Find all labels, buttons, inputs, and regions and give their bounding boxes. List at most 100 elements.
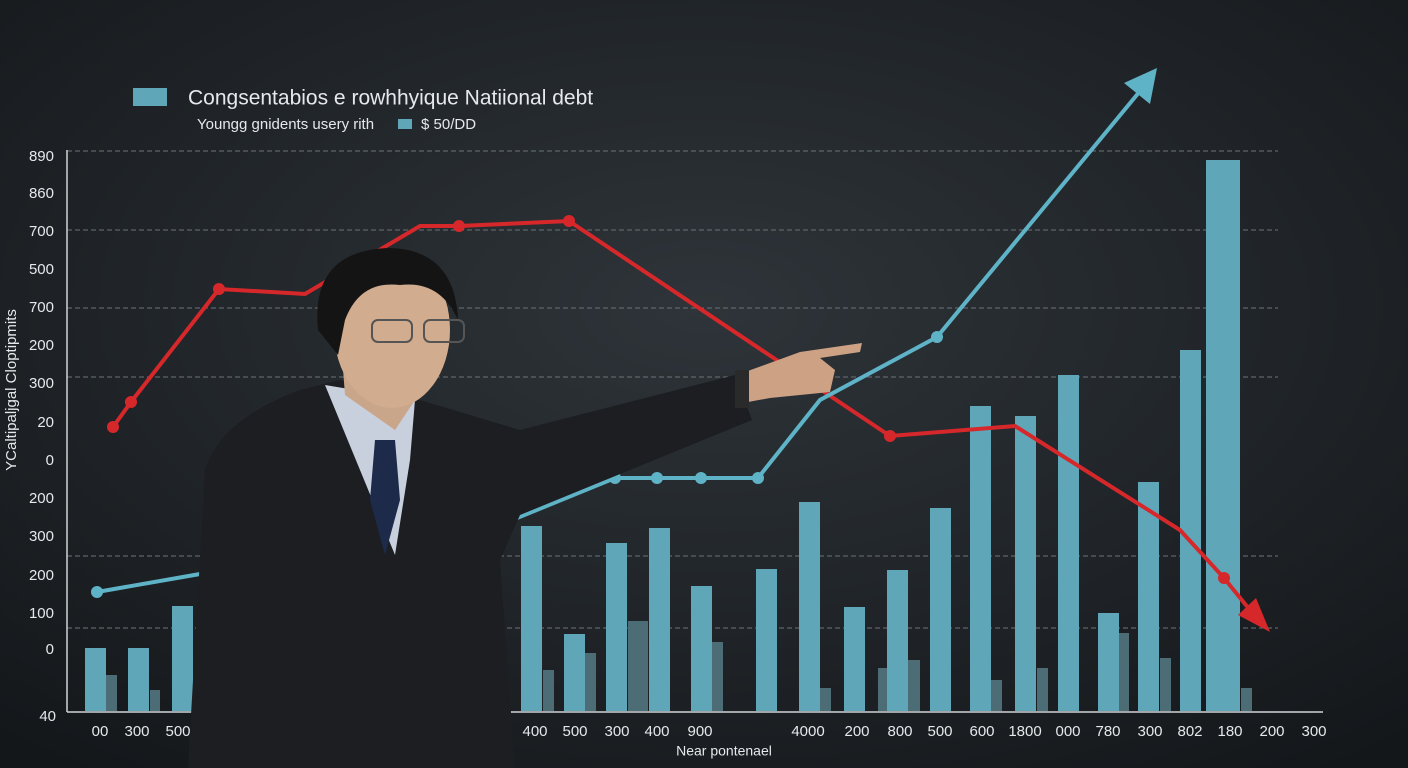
x-tick-label: 4000 — [791, 723, 824, 740]
y-tick-label: 200 — [29, 567, 54, 584]
x-tick-label: 1800 — [1008, 723, 1041, 740]
bar-shadow — [628, 621, 648, 711]
x-tick-label: 600 — [969, 723, 994, 740]
bar-shadow — [1160, 658, 1171, 711]
x-tick-label: 900 — [687, 723, 712, 740]
x-tick-label: 500 — [927, 723, 952, 740]
legend-note: $ 50/DD — [421, 116, 476, 133]
bar — [606, 543, 627, 711]
x-tick-label: 300 — [124, 723, 149, 740]
x-tick-label: 400 — [522, 723, 547, 740]
bar — [85, 648, 106, 711]
presenter — [188, 248, 862, 768]
red-line — [111, 218, 1260, 622]
bar — [844, 607, 865, 711]
tie — [370, 440, 400, 555]
x-tick-label: 500 — [562, 723, 587, 740]
point — [107, 421, 119, 433]
x-tick-label: 200 — [844, 723, 869, 740]
y-tick-label: 200 — [29, 337, 54, 354]
point — [91, 586, 103, 598]
red-points — [107, 215, 1230, 584]
bar — [521, 526, 542, 711]
bar — [756, 569, 777, 711]
y-tick-label: 200 — [29, 490, 54, 507]
x-tick-label: 802 — [1177, 723, 1202, 740]
bar — [1206, 160, 1240, 711]
x-tick-label: 500 — [165, 723, 190, 740]
blue-points — [91, 331, 943, 598]
bar-shadow — [1241, 688, 1252, 711]
glasses — [423, 319, 465, 343]
legend: Congsentabios e rowhhyique Natiional deb… — [133, 87, 593, 133]
y-tick-label: 700 — [29, 223, 54, 240]
bar-shadow — [1037, 668, 1048, 711]
y-tick-label: 300 — [29, 528, 54, 545]
point — [213, 283, 225, 295]
bar-shadow — [543, 670, 554, 711]
x-tick-label: 300 — [604, 723, 629, 740]
y-axis-label: YCaltipaljgal Cloptipmits — [3, 309, 20, 471]
point — [453, 220, 465, 232]
y-tick-label: 300 — [29, 375, 54, 392]
bar — [1138, 482, 1159, 711]
point — [931, 331, 943, 343]
y-tick-label: 100 — [29, 605, 54, 622]
point — [752, 472, 764, 484]
glasses — [371, 319, 413, 343]
bar — [930, 508, 951, 711]
bar-shadow — [1118, 633, 1129, 711]
watch — [735, 370, 749, 408]
board-subtitle: Youngg gnidents usery rith — [197, 116, 374, 133]
bar — [691, 586, 712, 711]
bar-shadow — [820, 688, 831, 711]
red-arrowhead — [1238, 598, 1270, 632]
bar — [1180, 350, 1201, 711]
bar-shadow — [150, 690, 160, 711]
x-tick-label: 180 — [1217, 723, 1242, 740]
point — [1218, 572, 1230, 584]
point — [695, 472, 707, 484]
legend-swatch — [133, 88, 167, 106]
bar — [887, 570, 908, 711]
x-tick-label: 400 — [644, 723, 669, 740]
bar-shadow — [585, 653, 596, 711]
bar — [1015, 416, 1036, 711]
point — [884, 430, 896, 442]
board-title: Congsentabios e rowhhyique Natiional deb… — [188, 87, 593, 110]
y-tick-label: 890 — [29, 148, 54, 165]
red-trend — [107, 215, 1270, 632]
y-tick-label: 700 — [29, 299, 54, 316]
x-tick-label: 300 — [1137, 723, 1162, 740]
bar — [649, 528, 670, 711]
bar — [1098, 613, 1119, 711]
point — [125, 396, 137, 408]
hand — [745, 343, 862, 402]
y-tick-label: 0 — [46, 452, 54, 469]
coat — [188, 375, 752, 768]
bar-shadow — [908, 660, 920, 711]
legend-swatch-small — [398, 119, 412, 129]
bar — [564, 634, 585, 711]
bar-shadow — [990, 680, 1002, 711]
x-tick-label: 300 — [1301, 723, 1326, 740]
y-tick-label: 0 — [46, 641, 54, 658]
point — [651, 472, 663, 484]
hair — [317, 248, 458, 355]
bar-shadow — [878, 668, 889, 711]
bar — [970, 406, 991, 711]
bar — [799, 502, 820, 711]
y-tick-label: 20 — [37, 414, 54, 431]
bar — [128, 648, 149, 711]
bar — [1058, 375, 1079, 711]
x-tick-label: 00 — [92, 723, 109, 740]
blue-arrowhead — [1124, 68, 1157, 104]
x-tick-label: 000 — [1055, 723, 1080, 740]
bar — [172, 606, 193, 711]
point — [563, 215, 575, 227]
x-axis-label: Near pontenael — [676, 743, 772, 759]
y-tick-label: 500 — [29, 261, 54, 278]
x-tick-label: 780 — [1095, 723, 1120, 740]
bar-shadow — [712, 642, 723, 711]
